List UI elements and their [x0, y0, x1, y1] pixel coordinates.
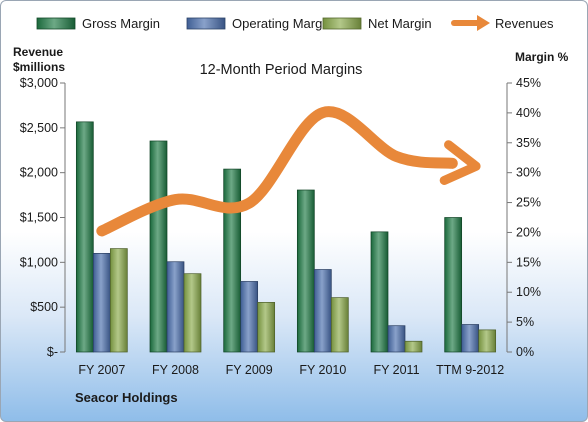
category-label: FY 2007 [78, 363, 125, 377]
bar-net-margin [330, 297, 349, 353]
left-tick-label: $- [47, 345, 58, 359]
legend-swatch-2 [186, 17, 226, 30]
bar-gross-margin [149, 140, 168, 353]
bar-net-margin [183, 273, 202, 353]
legend-label-3: Net Margin [368, 16, 432, 31]
bar-net-margin [404, 340, 423, 353]
legend-swatch-3 [322, 17, 362, 30]
bar-gross-margin [223, 168, 242, 353]
bar-operating-margin [461, 324, 480, 353]
company-name: Seacor Holdings [75, 390, 178, 405]
left-tick-label: $500 [30, 300, 58, 314]
right-tick-label: 25% [516, 196, 541, 210]
bar-net-margin [478, 329, 497, 353]
bar-gross-margin [370, 231, 389, 353]
category-label: FY 2010 [299, 363, 346, 377]
category-label: FY 2009 [226, 363, 273, 377]
category-label: TTM 9-2012 [436, 363, 504, 377]
left-tick-label: $1,000 [20, 255, 58, 269]
bar-gross-margin [444, 217, 463, 353]
bar-gross-margin [75, 121, 94, 353]
legend-arrowhead-revenues [477, 15, 490, 31]
right-tick-label: 40% [516, 106, 541, 120]
bar-operating-margin [166, 261, 185, 353]
left-tick-label: $2,000 [20, 166, 58, 180]
bar-operating-margin [240, 281, 259, 353]
right-tick-label: 10% [516, 285, 541, 299]
right-tick-label: 20% [516, 225, 541, 239]
right-axis-title: Margin % [515, 50, 569, 64]
left-tick-label: $1,500 [20, 211, 58, 225]
left-axis-title-line2: $millions [13, 60, 65, 74]
left-axis-title-line1: Revenue [13, 45, 63, 59]
bar-gross-margin [296, 189, 315, 353]
bar-net-margin [109, 248, 128, 353]
right-tick-label: 0% [516, 345, 534, 359]
category-label: FY 2011 [373, 363, 419, 377]
bar-operating-margin [92, 253, 111, 353]
right-tick-label: 30% [516, 166, 541, 180]
legend-label-2: Operating Margin [232, 16, 332, 31]
right-tick-label: 35% [516, 136, 541, 150]
right-tick-label: 5% [516, 315, 534, 329]
bar-operating-margin [313, 269, 332, 353]
revenue-line [96, 106, 458, 237]
left-tick-label: $3,000 [20, 76, 58, 90]
bar-operating-margin [387, 325, 406, 353]
left-tick-label: $2,500 [20, 121, 58, 135]
legend-swatch-1 [36, 17, 76, 30]
chart-title: 12-Month Period Margins [200, 62, 363, 78]
plot-area: $- $500 $1,000 $1,500 $2,000 $2,500 $3,000 0% 5%… [20, 76, 541, 377]
right-tick-label: 15% [516, 255, 541, 269]
bar-net-margin [257, 302, 276, 353]
revenue-arrowhead [439, 140, 481, 185]
legend-label-1: Gross Margin [82, 16, 160, 31]
right-tick-label: 45% [516, 76, 541, 90]
legend: Gross Margin Operating Margin Net Margin Re… [36, 15, 554, 31]
legend-label-revenues: Revenues [495, 16, 554, 31]
category-label: FY 2008 [152, 363, 199, 377]
